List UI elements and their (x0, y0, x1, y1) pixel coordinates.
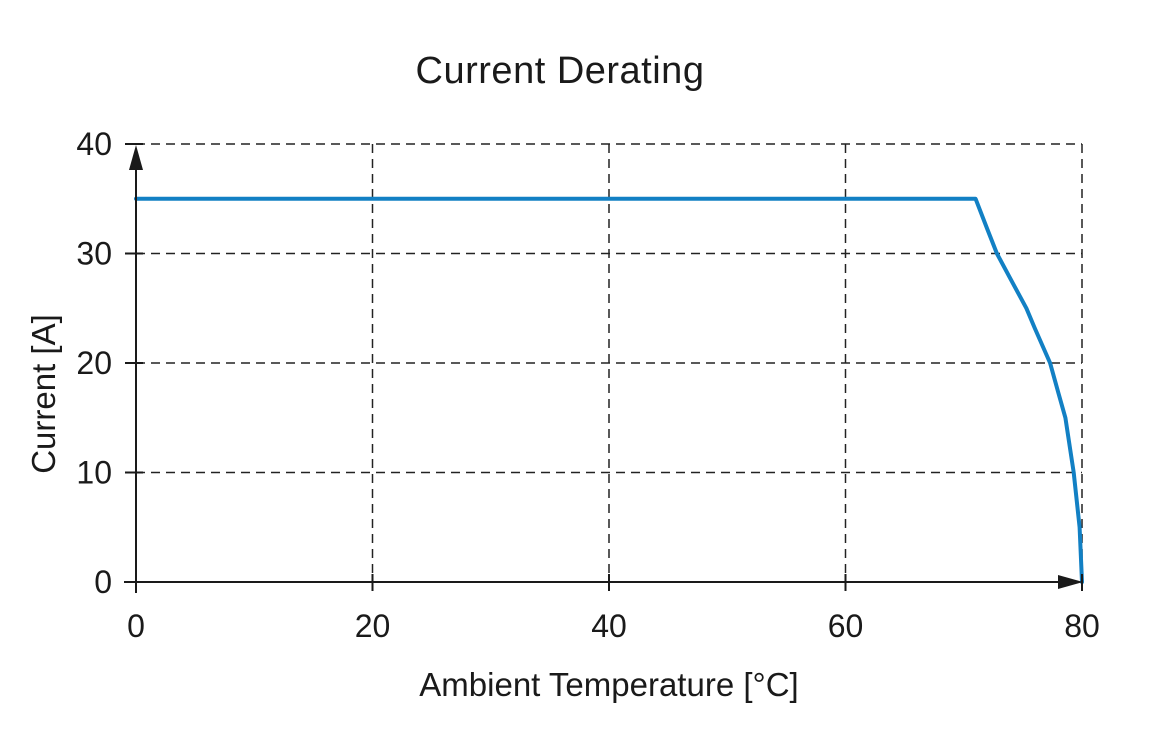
y-tick-label: 40 (76, 126, 112, 162)
x-axis-arrow (1058, 575, 1083, 589)
x-tick-label: 0 (127, 608, 145, 644)
y-tick-label: 10 (76, 455, 112, 491)
x-axis-label: Ambient Temperature [°C] (419, 666, 799, 703)
y-tick-label: 30 (76, 236, 112, 272)
x-tick-label: 60 (828, 608, 864, 644)
x-tick-label: 40 (591, 608, 627, 644)
x-tick-label: 20 (355, 608, 391, 644)
y-axis-arrow (129, 145, 143, 170)
y-tick-label: 20 (76, 345, 112, 381)
chart-title: Current Derating (415, 50, 705, 92)
y-axis-label: Current [A] (25, 314, 62, 474)
derating-curve (134, 196, 1084, 584)
x-tick-label: 80 (1064, 608, 1100, 644)
y-tick-label: 0 (94, 564, 112, 600)
